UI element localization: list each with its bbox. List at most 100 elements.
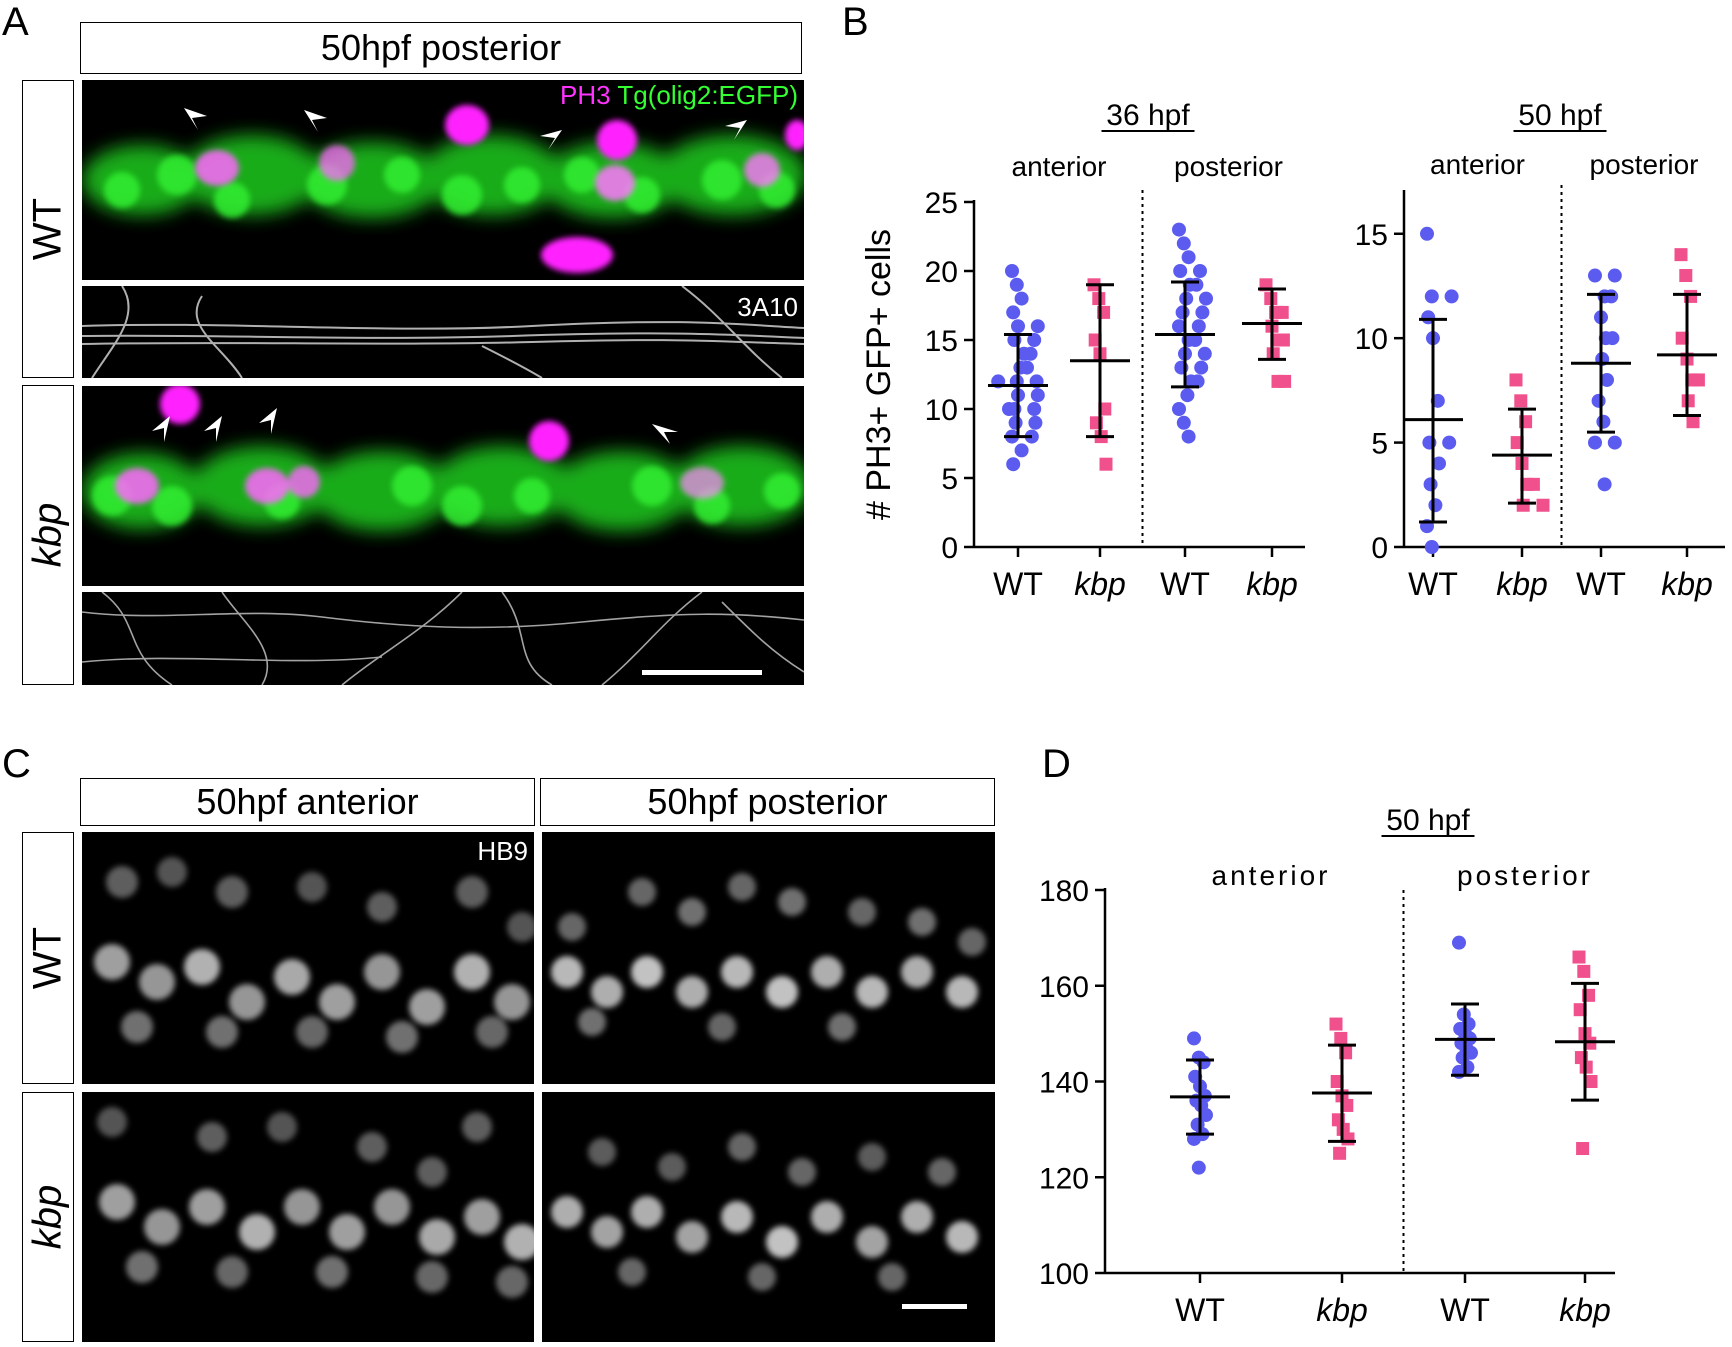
data-point [1588,268,1602,283]
data-point [1014,443,1029,458]
x-tick-label: WT [1175,1292,1225,1328]
data-point [1607,268,1622,283]
x-tick-label: kbp [1074,566,1126,602]
group-label: posterior [1174,151,1283,182]
panel-a-wt-axons [82,286,804,378]
panel-a-marker-label: PH3 Tg(olig2:EGFP) [560,80,798,111]
data-point [1588,435,1602,450]
y-tick-label: 10 [925,394,958,427]
panel-c-row-wt: WT [22,832,74,1084]
data-point [1098,402,1112,416]
y-tick-label: 5 [941,463,958,496]
data-point [1576,1142,1590,1156]
data-point [1509,373,1523,387]
x-tick-label: kbp [1246,566,1298,602]
panel-c-row-kbp: kbp [22,1092,74,1342]
y-tick-label: 15 [925,325,958,358]
panel-a-row-wt-label: WT [25,197,70,261]
chart-ylabel: # PH3+ GFP+ cells [860,229,898,520]
panel-c-header-anterior: 50hpf anterior [80,778,535,826]
panel-a-letter: A [2,0,29,44]
data-point [1591,393,1606,408]
data-point [1514,394,1528,408]
data-point [1027,402,1042,416]
panel-b-chart-50hpf: 50 hpf 0 5 10 15 anterior posterior WT kbp WT kbp [1355,99,1725,602]
panel-c-kbp-anterior-image [82,1092,534,1342]
data-point [1194,360,1209,375]
data-point [1604,289,1619,304]
data-point [1030,388,1045,403]
data-point [1428,498,1443,513]
data-point [1432,456,1446,471]
data-point [1199,291,1213,306]
y-tick-label: 25 [925,187,958,220]
x-tick-label: WT [1576,566,1626,602]
data-point [1175,305,1190,320]
panel-a-scale-bar [642,670,762,675]
chart-title: 36 hpf [1106,99,1190,132]
data-point [1577,964,1591,978]
data-point [1452,935,1466,950]
y-tick-label: 20 [925,256,958,289]
data-point [1691,373,1705,387]
data-point [1190,374,1205,389]
panel-c-marker-label: HB9 [477,836,528,866]
y-tick-label: 120 [1040,1162,1089,1195]
panel-a-wt-arrowheads [184,108,747,150]
x-tick-label: WT [1408,566,1458,602]
panel-a-kbp-arrowheads [152,408,678,444]
data-point [1176,236,1191,251]
data-point [1572,950,1586,964]
panel-c-wt-posterior-nuclei [551,873,986,1041]
data-point [1099,457,1113,471]
data-point [1536,498,1550,512]
data-point [1193,264,1207,278]
panel-d-letter: D [1042,742,1071,786]
marker-gfp: Tg(olig2:EGFP) [617,80,798,110]
data-point [1526,477,1540,491]
data-point [1188,333,1203,347]
data-point [1197,346,1212,361]
panel-b-chart-36hpf: 36 hpf # PH3+ GFP+ cells 0 5 10 15 20 25 anter… [860,99,1305,602]
data-point [1006,457,1021,472]
data-point [1172,402,1186,416]
data-point [1334,1031,1348,1045]
group-label: anterior [1212,860,1331,891]
panel-a-row-wt: WT [22,80,74,378]
data-point [1172,319,1186,334]
data-point [1278,374,1292,388]
group-label: anterior [1430,149,1525,180]
data-point [1510,436,1524,450]
data-point [1442,435,1457,450]
panel-c-kbp-posterior-nuclei [551,1133,978,1309]
data-point [1420,226,1434,241]
data-point [1674,248,1688,262]
data-point [1014,291,1029,306]
panel-c-scale-bar [902,1304,967,1309]
data-point [1006,305,1021,320]
data-point [1679,269,1693,283]
data-point [1172,222,1186,237]
panel-c-row-kbp-label: kbp [25,1184,70,1250]
panel-a-wt-3a10-image: 3A10 [82,286,804,378]
panel-a-kbp-fluorescence-image [82,386,804,586]
data-point [1030,319,1045,334]
panel-a-header: 50hpf posterior [80,22,802,74]
panel-a-kbp-cells [82,386,804,531]
data-point [1002,402,1016,416]
data-point [1009,277,1024,292]
chart-title: 50 hpf [1518,99,1602,132]
data-point [1191,1160,1206,1175]
y-tick-label: 180 [1040,875,1089,908]
panel-b-letter: B [842,0,869,44]
data-point [1005,264,1019,278]
data-point [1600,372,1614,387]
data-point [1008,415,1023,430]
y-tick-label: 160 [1040,971,1089,1004]
x-tick-label: kbp [1496,566,1548,602]
data-point [1187,1031,1201,1046]
x-tick-label: WT [1440,1292,1490,1328]
data-point [1605,331,1620,346]
data-point [1276,333,1290,347]
data-point [1191,319,1206,334]
